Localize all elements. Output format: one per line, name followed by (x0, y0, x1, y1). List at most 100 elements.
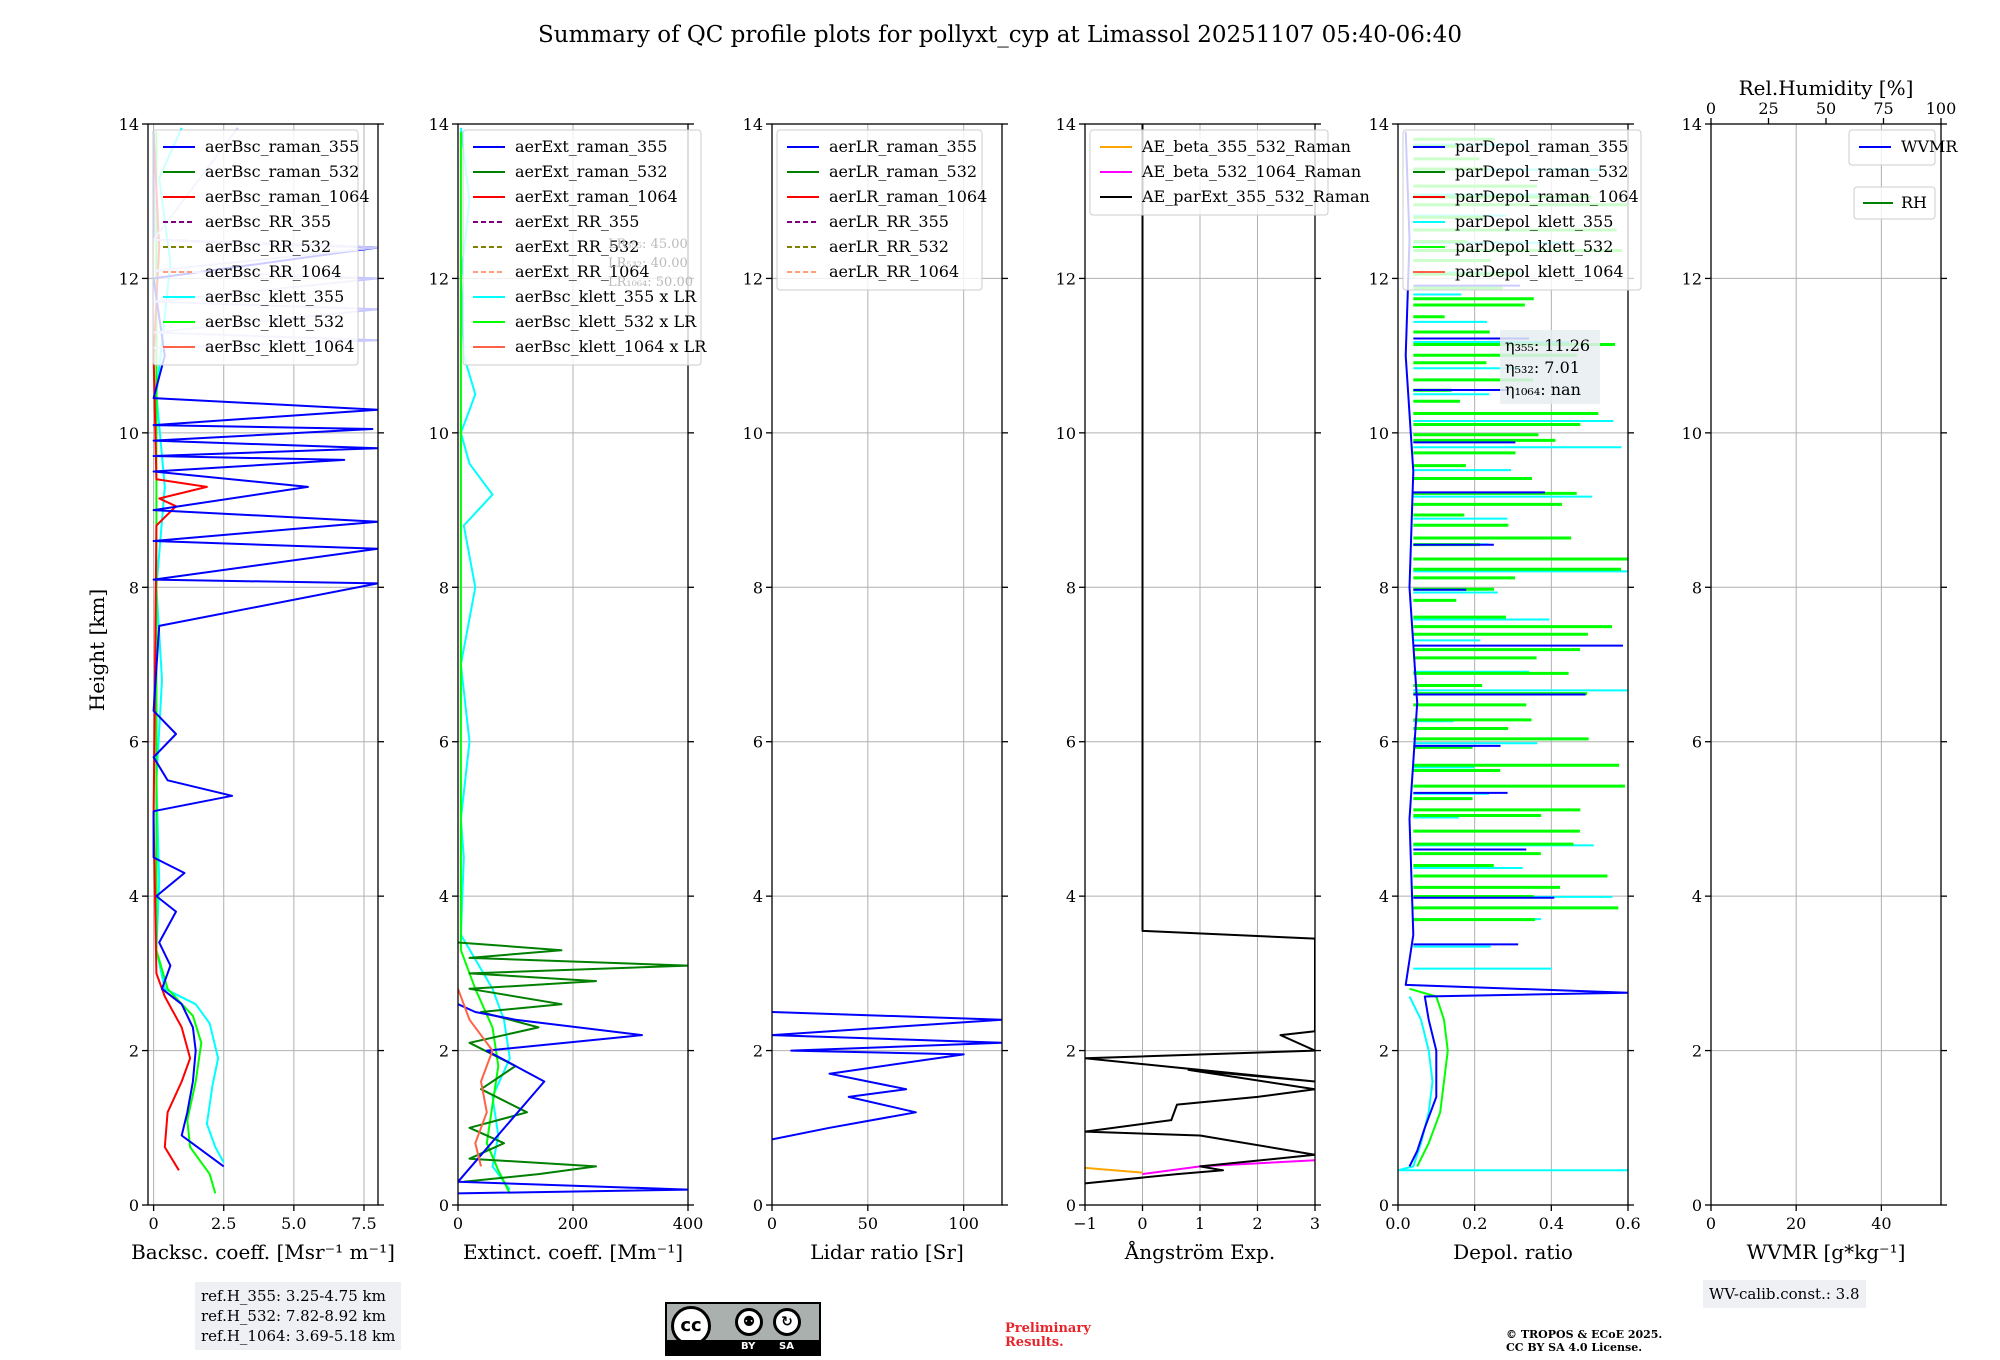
top-xtick-label-2: 50 (1816, 99, 1836, 118)
ytick-label-2: 4 (1692, 887, 1702, 906)
reference-height-box: ref.H_355: 3.25-4.75 km ref.H_532: 7.82-… (195, 1282, 402, 1350)
data-extinction (458, 127, 688, 1195)
series-aerLR_raman_355 (772, 1011, 1002, 1141)
ytick-label-4: 8 (129, 578, 139, 597)
figure-title: Summary of QC profile plots for pollyxt_… (538, 22, 1462, 48)
preliminary-line-1: Preliminary (1005, 1321, 1091, 1336)
legend-label-1: aerBsc_raman_532 (205, 162, 359, 181)
ytick-label-6: 12 (743, 269, 763, 288)
legend-label-5: parDepol_klett_1064 (1455, 262, 1624, 281)
ytick-label-5: 10 (1682, 424, 1702, 443)
series-aerExt_raman_355 (458, 1003, 688, 1195)
legend2-label: RH (1901, 193, 1927, 212)
axes-frame-lidar_ratio (771, 123, 1003, 1206)
ytick-label-4: 8 (753, 578, 763, 597)
ytick-label-5: 10 (743, 424, 763, 443)
xtick-label-1: 2.5 (211, 1214, 236, 1233)
x-axis-label-backscatter: Backsc. coeff. [Msr⁻¹ m⁻¹] (131, 1240, 395, 1264)
top-xtick-label-0: 0 (1706, 99, 1716, 118)
x-axis-label-depolarization: Depol. ratio (1453, 1240, 1573, 1264)
data-angstrom (1085, 124, 1315, 1185)
legend-label-0: WVMR (1901, 137, 1958, 156)
data-backscatter (152, 127, 378, 1194)
legend-box-angstrom (1089, 129, 1329, 216)
ytick-label-1: 2 (1692, 1042, 1702, 1061)
ref-height-355: ref.H_355: 3.25-4.75 km (201, 1287, 386, 1305)
xtick-label-2: 40 (1871, 1214, 1891, 1233)
legend-label-5: aerLR_RR_1064 (829, 262, 959, 281)
ytick-label-3: 6 (439, 733, 449, 752)
xtick-label-2: 0.4 (1539, 1214, 1564, 1233)
ytick-label-6: 12 (1056, 269, 1076, 288)
legend-label-3: parDepol_klett_355 (1455, 212, 1613, 231)
x-axis-label-extinction: Extinct. coeff. [Mm⁻¹] (463, 1240, 683, 1264)
top-axis-label: Rel.Humidity [%] (1739, 76, 1914, 100)
attribution-icon: ⚉ (735, 1308, 763, 1336)
lr-annotation-0: LR₃₅₅: 45.00 (608, 237, 688, 252)
ytick-label-6: 12 (429, 269, 449, 288)
series-parDepol_klett_532 (1409, 987, 1449, 1167)
legend-label-2: aerLR_raman_1064 (829, 187, 987, 206)
ytick-label-1: 2 (439, 1042, 449, 1061)
ytick-label-2: 4 (1379, 887, 1389, 906)
xtick-label-1: 200 (558, 1214, 589, 1233)
x-axis-label-angstrom: Ångström Exp. (1124, 1239, 1275, 1264)
legend-label-5: aerExt_RR_1064 (515, 262, 650, 281)
eta-annotation-1: η₅₃₂: 7.01 (1505, 358, 1580, 377)
ref-height-1064: ref.H_1064: 3.69-5.18 km (201, 1327, 396, 1345)
ytick-label-1: 2 (753, 1042, 763, 1061)
ytick-label-3: 6 (129, 733, 139, 752)
legend-label-6: aerBsc_klett_355 (205, 287, 344, 306)
eta-box (1500, 330, 1600, 404)
series-aerBsc_raman_355 (152, 131, 378, 1168)
ytick-label-7: 14 (429, 115, 449, 134)
ytick-label-3: 6 (1379, 733, 1389, 752)
axes-frame-backscatter (147, 123, 379, 1206)
ytick-label-3: 6 (1692, 733, 1702, 752)
legend-label-7: aerBsc_klett_532 x LR (515, 312, 697, 331)
lr-annotation-2: LR₁₀₆₄: 50.00 (608, 275, 693, 290)
ytick-label-2: 4 (439, 887, 449, 906)
cc-license-badge[interactable]: cc ⚉ ↻ BY SA (665, 1302, 821, 1356)
ytick-label-6: 12 (1682, 269, 1702, 288)
series-parDepol_raman_355 (1404, 131, 1628, 1167)
ytick-label-4: 8 (1379, 578, 1389, 597)
xtick-label-0: 0 (767, 1214, 777, 1233)
legend-label-2: aerBsc_raman_1064 (205, 187, 370, 206)
ytick-label-1: 2 (129, 1042, 139, 1061)
series-aerBsc_klett_532 x LR (459, 131, 511, 1194)
data-lidar_ratio (772, 1011, 1002, 1141)
legend-label-8: aerBsc_klett_1064 (205, 337, 354, 356)
ytick-label-4: 8 (439, 578, 449, 597)
copyright-note: © TROPOS & ECoE 2025. CC BY SA 4.0 Licen… (1506, 1328, 1662, 1354)
legend-label-0: aerExt_raman_355 (515, 137, 668, 156)
legend-label-2: parDepol_raman_1064 (1455, 187, 1639, 206)
ytick-label-1: 2 (1066, 1042, 1076, 1061)
legend-box-lidar_ratio (776, 129, 983, 291)
xtick-label-1: 20 (1786, 1214, 1806, 1233)
ytick-label-0: 0 (753, 1196, 763, 1215)
xtick-label-1: 0.2 (1462, 1214, 1487, 1233)
xtick-label-0: 0 (149, 1214, 159, 1233)
legend-label-4: aerExt_RR_532 (515, 237, 639, 256)
series-parDepol_klett_355 (1398, 996, 1628, 1172)
x-axis-label-water_vapor: WVMR [g*kg⁻¹] (1747, 1240, 1906, 1264)
share-alike-icon: ↻ (773, 1308, 801, 1336)
license-band: BY SA (667, 1340, 819, 1354)
legend-label-7: aerBsc_klett_532 (205, 312, 344, 331)
ytick-label-0: 0 (1066, 1196, 1076, 1215)
copyright-line-2: CC BY SA 4.0 License. (1506, 1341, 1643, 1354)
legend-label-0: aerBsc_raman_355 (205, 137, 359, 156)
series-AE_parExt_355_532_Raman (1085, 124, 1315, 1185)
legend-label-1: AE_beta_532_1064_Raman (1141, 162, 1361, 181)
x-axis-label-lidar_ratio: Lidar ratio [Sr] (810, 1240, 964, 1264)
legend-label-0: parDepol_raman_355 (1455, 137, 1628, 156)
ytick-label-7: 14 (1056, 115, 1076, 134)
copyright-line-1: © TROPOS & ECoE 2025. (1506, 1328, 1663, 1341)
series-aerBsc_klett_355 (155, 127, 225, 1163)
legend-label-1: parDepol_raman_532 (1455, 162, 1628, 181)
xtick-label-0: −1 (1073, 1214, 1097, 1233)
ytick-label-0: 0 (439, 1196, 449, 1215)
